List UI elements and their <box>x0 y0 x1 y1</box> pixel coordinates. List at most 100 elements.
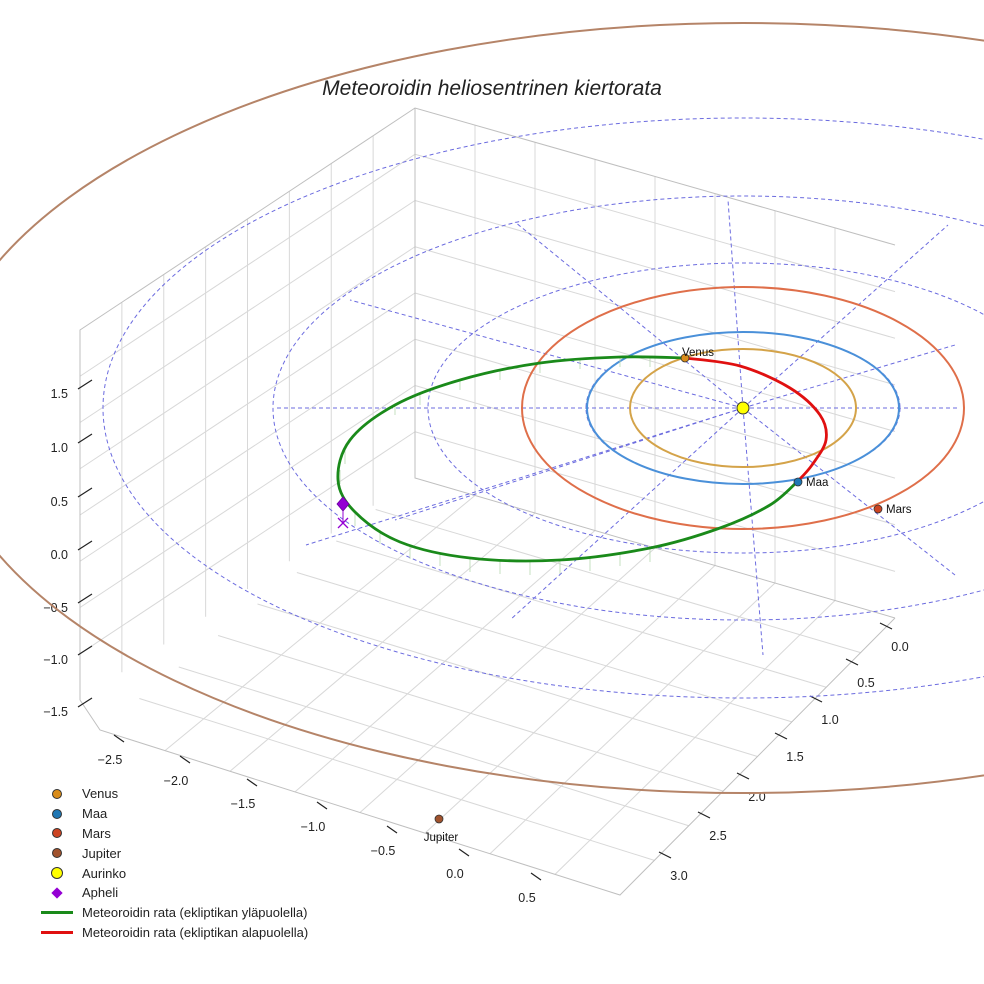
floor-gridline <box>336 540 827 688</box>
legend-label: Apheli <box>82 885 119 901</box>
ecliptic-ring <box>272 195 984 621</box>
ecliptic-ring <box>427 262 984 554</box>
z-tick-label: 1.0 <box>51 441 68 455</box>
planet-marker <box>434 814 444 824</box>
ecliptic-ring <box>102 117 984 699</box>
trajectory-below-ecliptic <box>683 356 828 484</box>
ecliptic-spoke <box>727 199 744 409</box>
aphelion-projection-marker <box>337 517 349 529</box>
y-tick-mark <box>774 732 788 740</box>
legend-swatch <box>40 931 74 934</box>
planet-label: Mars <box>886 504 912 516</box>
y-tick-mark <box>658 851 672 859</box>
left-pane-gridline <box>79 338 416 562</box>
ecliptic-spoke <box>742 224 949 409</box>
x-tick-mark <box>530 872 542 881</box>
planet-orbits <box>0 22 984 794</box>
x-tick-mark <box>316 801 328 810</box>
ecliptic-spoke <box>742 407 956 576</box>
legend-label: Jupiter <box>82 845 122 861</box>
legend-label: Meteoroidin rata (ekliptikan alapuolella… <box>82 924 309 940</box>
legend-entry: Meteoroidin rata (ekliptikan yläpuolella… <box>40 903 308 923</box>
x-tick-label: −1.5 <box>231 797 256 811</box>
ecliptic-spoke <box>742 344 956 409</box>
x-tick-mark <box>246 778 258 787</box>
planet-label: Maa <box>806 477 829 489</box>
y-tick-label: 0.5 <box>857 676 874 690</box>
z-tick-label: 1.5 <box>51 387 68 401</box>
legend-label: Meteoroidin rata (ekliptikan yläpuolella… <box>82 905 308 921</box>
left-pane-gridline <box>79 153 416 377</box>
floor-gridline <box>257 603 758 757</box>
left-pane-gridline <box>79 431 416 655</box>
z-tick-label: −1.0 <box>43 653 68 667</box>
ecliptic-spoke <box>509 407 744 621</box>
legend-entry: Apheli <box>40 883 308 903</box>
x-tick-mark <box>113 734 125 743</box>
z-tick-mark <box>77 487 93 498</box>
y-tick-mark <box>879 622 893 630</box>
venus-orbit <box>629 348 857 468</box>
y-tick-label: 1.0 <box>821 713 838 727</box>
z-tick-label: 0.5 <box>51 495 68 509</box>
floor-gridline <box>554 600 836 875</box>
meteoroid-trajectory <box>336 355 828 563</box>
x-tick-label: 0.5 <box>518 891 535 905</box>
y-tick-label: 2.5 <box>709 829 726 843</box>
ecliptic-spoke <box>742 407 764 656</box>
legend-label: Mars <box>82 825 111 841</box>
ecliptic-spoke <box>394 407 744 521</box>
legend-label: Maa <box>82 806 108 822</box>
left-pane-gridline <box>79 292 416 516</box>
z-tick-label: −1.5 <box>43 705 68 719</box>
legend-entry: Meteoroidin rata (ekliptikan alapuolella… <box>40 923 308 943</box>
trajectory-above-ecliptic <box>336 355 799 563</box>
axis-ticks: −1.5 −1.0 −0.5 0.0 0.5 1.0 1.5 −2.5 −2.0 −1.5 −1.0… <box>43 379 909 905</box>
z-tick-mark <box>77 379 93 390</box>
left-pane-gridline <box>79 246 416 470</box>
pane-edge <box>414 108 896 619</box>
legend-swatch <box>40 911 74 914</box>
legend-entry: Venus <box>40 784 308 804</box>
legend-label: Aurinko <box>82 865 127 881</box>
z-tick-mark <box>77 645 93 656</box>
planet-marker <box>873 504 883 514</box>
y-tick-label: 3.0 <box>670 869 687 883</box>
ecliptic-spoke <box>305 407 744 546</box>
pane-edge <box>79 107 896 700</box>
legend-label: Venus <box>82 786 119 802</box>
planet-label: Venus <box>682 347 714 359</box>
y-tick-label: 0.0 <box>891 640 908 654</box>
floor-gridline <box>424 565 716 834</box>
axis-panes <box>79 107 896 896</box>
legend-swatch <box>40 848 74 859</box>
x-tick-label: −2.5 <box>98 753 123 767</box>
y-tick-mark <box>697 811 711 819</box>
legend-swatch <box>40 887 74 899</box>
left-pane-gridline <box>79 200 416 423</box>
planet-marker <box>793 477 803 487</box>
x-tick-mark <box>458 848 470 857</box>
x-tick-mark <box>386 825 398 834</box>
z-tick-mark <box>77 433 93 444</box>
mars-orbit <box>521 286 965 530</box>
z-tick-mark <box>77 697 93 708</box>
x-tick-label: −0.5 <box>371 844 396 858</box>
legend-entry: Maa <box>40 804 308 824</box>
floor-gridline <box>489 582 776 855</box>
left-pane-gridline <box>79 385 416 608</box>
legend-swatch <box>40 828 74 839</box>
x-tick-label: 0.0 <box>446 867 463 881</box>
y-tick-mark <box>736 772 750 780</box>
orbit-stems <box>339 357 651 575</box>
markers: Venus Maa Mars Jupiter <box>336 347 912 844</box>
z-tick-mark <box>77 540 93 551</box>
legend-entry: Jupiter <box>40 843 308 863</box>
legend-swatch <box>40 808 74 819</box>
y-tick-mark <box>809 695 823 703</box>
x-tick-mark <box>179 755 191 764</box>
chart-title: Meteoroidin heliosentrinen kiertorata <box>322 77 662 100</box>
y-tick-mark <box>845 658 859 666</box>
